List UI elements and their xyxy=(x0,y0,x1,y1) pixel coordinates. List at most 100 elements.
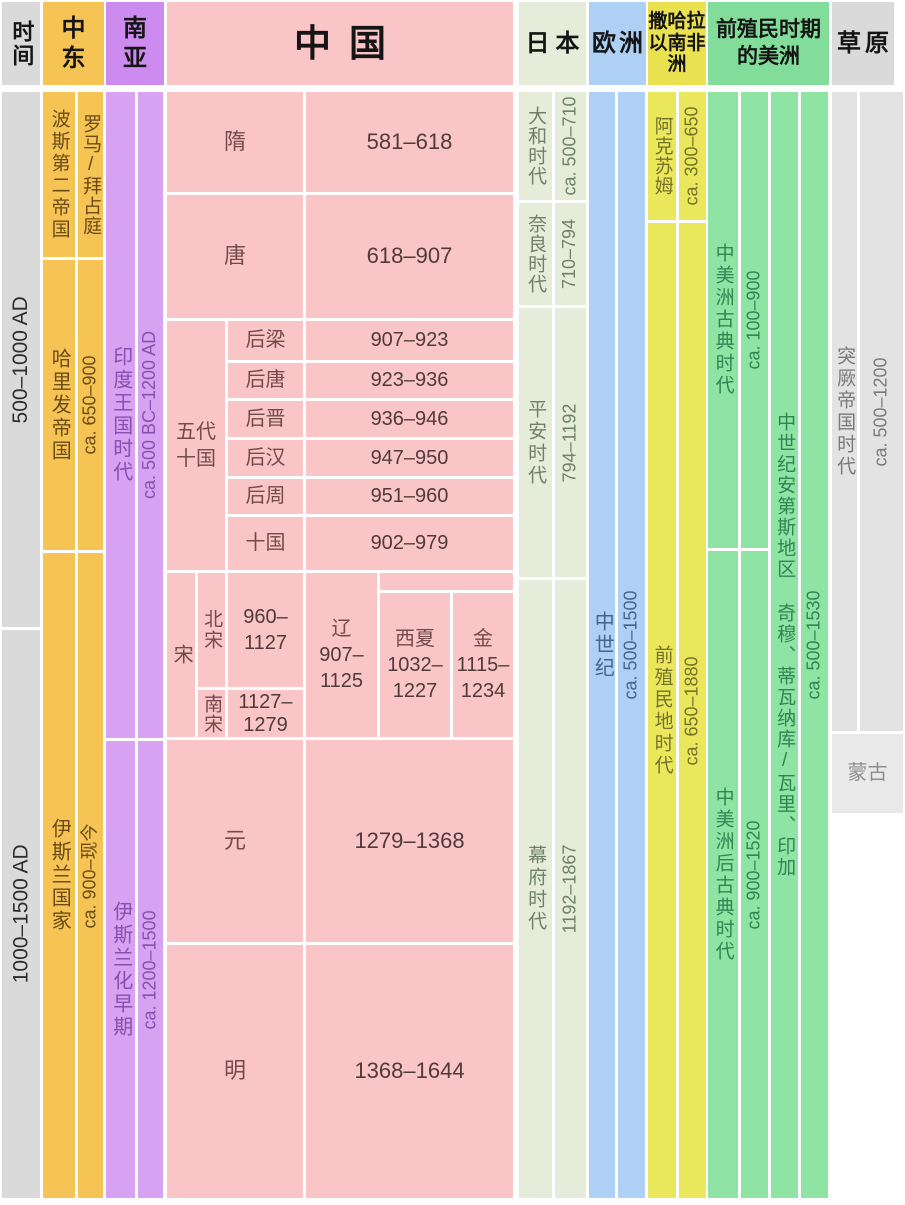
middle-east-persia: 波斯第二帝国 xyxy=(43,92,75,257)
header-americas-label: 前殖民时期的美洲 xyxy=(716,18,821,68)
china-liao-name: 辽 xyxy=(331,618,352,640)
china-liao-dates: 907– 1125 xyxy=(319,644,364,692)
japan-nara-dates: 710–794 xyxy=(555,203,586,305)
header-japan: 日本 xyxy=(519,2,586,85)
china-western-xia-dates: 1032– 1227 xyxy=(387,654,443,702)
header-china-label: 中国 xyxy=(294,22,404,64)
header-africa: 撒哈拉以南非洲 xyxy=(648,2,706,85)
china-later-han-dates: 947–950 xyxy=(306,440,513,476)
middle-east-rome-byzantium: 罗马/拜占庭 xyxy=(78,92,103,257)
header-africa-label: 撒哈拉以南非洲 xyxy=(648,10,706,76)
china-later-han-name: 后汉 xyxy=(228,440,303,476)
middle-east-rome-byzantium-name: 罗马/拜占庭 xyxy=(80,113,102,236)
header-europe: 欧洲 xyxy=(589,2,646,85)
china-later-liang-name: 后梁 xyxy=(228,321,303,360)
china-song-block-spacer xyxy=(380,573,513,590)
steppe-turkic-name: 突厥帝国时代 xyxy=(832,92,857,731)
japan-yamato-name: 大和时代 xyxy=(519,92,552,200)
middle-east-caliphate: 哈里发帝国 xyxy=(43,260,75,550)
header-steppe-label: 草原 xyxy=(837,29,893,57)
steppe-mongolia: 蒙古 xyxy=(832,734,903,813)
header-time-label: 时间 xyxy=(9,19,35,68)
americas-postclassic-mesoamerica-dates: ca. 900–1520 xyxy=(741,551,768,1198)
china-five-dynasties-label: 五代十国 xyxy=(167,321,225,570)
americas-andes-dates: ca. 500–1530 xyxy=(801,92,828,1198)
header-steppe: 草原 xyxy=(832,2,894,85)
europe-middle-ages-dates: ca. 500–1500 xyxy=(618,92,645,1198)
time-period-500-1000-label: 500–1000 AD xyxy=(9,295,33,424)
header-china: 中国 xyxy=(167,2,513,85)
china-southern-song-name: 南宋 xyxy=(198,690,225,737)
china-jin-name: 金 xyxy=(473,628,493,650)
japan-shogunate-dates: 1192–1867 xyxy=(555,580,586,1198)
middle-east-islamic-states-name: 伊斯兰国家 xyxy=(48,818,71,933)
china-tang-dates: 618–907 xyxy=(306,195,513,318)
china-tang-name: 唐 xyxy=(167,195,303,318)
south-asia-indian-kingdoms-dates: ca. 500 BC–1200 AD xyxy=(138,92,163,738)
china-sui-dates: 581–618 xyxy=(306,92,513,192)
china-ming-dates: 1368–1644 xyxy=(306,945,513,1198)
china-later-jin-dates: 936–946 xyxy=(306,401,513,437)
china-song-label: 宋 xyxy=(167,573,195,737)
china-liao: 辽 907– 1125 xyxy=(306,573,377,737)
japan-heian-dates: 794–1192 xyxy=(555,308,586,577)
china-later-tang-dates: 923–936 xyxy=(306,363,513,398)
middle-east-islamic-states: 伊斯兰国家 xyxy=(43,553,75,1198)
japan-shogunate-name: 幕府时代 xyxy=(519,580,552,1198)
middle-east-persia-name: 波斯第二帝国 xyxy=(48,108,70,241)
china-later-zhou-dates: 951–960 xyxy=(306,479,513,514)
africa-aksum-name: 阿克苏姆 xyxy=(648,92,676,220)
china-later-liang-dates: 907–923 xyxy=(306,321,513,360)
japan-nara-name: 奈良时代 xyxy=(519,203,552,305)
south-asia-early-islamization-name: 伊斯兰化早期 xyxy=(109,900,132,1039)
americas-andes-name: 中世纪安第斯地区 奇穆、蒂瓦纳库/瓦里、印加 xyxy=(771,92,798,1198)
europe-middle-ages-name: 中世纪 xyxy=(589,92,615,1198)
japan-heian-name: 平安时代 xyxy=(519,308,552,577)
time-period-500-1000: 500–1000 AD xyxy=(2,92,40,627)
china-yuan-name: 元 xyxy=(167,740,303,942)
china-ming-name: 明 xyxy=(167,945,303,1198)
middle-east-islamic-states-dates: ca. 900–现今 xyxy=(78,553,103,1198)
china-later-zhou-name: 后周 xyxy=(228,479,303,514)
middle-east-islamic-states-dates-label: ca. 900–现今 xyxy=(79,822,100,929)
header-middle-east: 中东 xyxy=(43,2,104,85)
africa-precolonial-dates: ca. 650–1880 xyxy=(679,223,706,1198)
header-south-asia: 南亚 xyxy=(106,2,164,85)
china-jin-dynasty: 金 1115– 1234 xyxy=(453,593,513,737)
americas-classic-mesoamerica-name: 中美洲古典时代 xyxy=(708,92,738,548)
middle-east-caliphate-dates: ca. 650–900 xyxy=(78,260,103,550)
africa-aksum-dates: ca. 300–650 xyxy=(679,92,706,220)
header-japan-label: 日本 xyxy=(525,29,586,57)
header-south-asia-label: 南亚 xyxy=(123,15,152,72)
time-period-1000-1500: 1000–1500 AD xyxy=(2,630,40,1198)
china-sui-name: 隋 xyxy=(167,92,303,192)
china-southern-song-dates: 1127– 1279 xyxy=(228,690,303,737)
china-ten-kingdoms-name: 十国 xyxy=(228,517,303,570)
south-asia-indian-kingdoms: 印度王国时代 xyxy=(106,92,135,738)
south-asia-early-islamization-dates-label: ca. 1200–1500 xyxy=(139,909,160,1030)
header-middle-east-label: 中东 xyxy=(61,15,91,72)
china-western-xia-name: 西夏 xyxy=(395,628,435,650)
south-asia-indian-kingdoms-dates-label: ca. 500 BC–1200 AD xyxy=(139,330,160,500)
middle-east-caliphate-name: 哈里发帝国 xyxy=(48,347,71,463)
south-asia-early-islamization-dates: ca. 1200–1500 xyxy=(138,741,163,1198)
middle-east-caliphate-dates-label: ca. 650–900 xyxy=(79,355,100,455)
south-asia-early-islamization: 伊斯兰化早期 xyxy=(106,741,135,1198)
header-time: 时间 xyxy=(2,2,40,85)
header-europe-label: 欧洲 xyxy=(592,29,646,57)
china-later-jin-name: 后晋 xyxy=(228,401,303,437)
china-jin-dates: 1115– 1234 xyxy=(456,654,510,702)
china-ten-kingdoms-dates: 902–979 xyxy=(306,517,513,570)
china-northern-song-dates: 960– 1127 xyxy=(228,573,303,687)
china-yuan-dates: 1279–1368 xyxy=(306,740,513,942)
header-americas: 前殖民时期的美洲 xyxy=(708,2,829,85)
china-western-xia: 西夏 1032– 1227 xyxy=(380,593,450,737)
time-period-1000-1500-label: 1000–1500 AD xyxy=(9,844,33,984)
africa-precolonial-name: 前殖民地时代 xyxy=(648,223,676,1198)
japan-yamato-dates: ca. 500–710 xyxy=(555,92,586,200)
americas-postclassic-mesoamerica-name: 中美洲后古典时代 xyxy=(708,551,738,1198)
steppe-turkic-dates: ca. 500–1200 xyxy=(860,92,903,731)
china-later-tang-name: 后唐 xyxy=(228,363,303,398)
china-northern-song-name: 北宋 xyxy=(198,573,225,687)
